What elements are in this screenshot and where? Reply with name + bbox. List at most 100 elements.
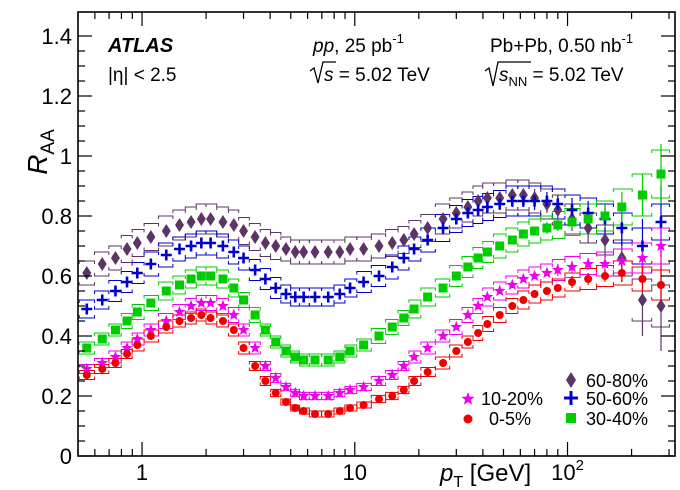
data-point xyxy=(582,257,595,270)
syst-bracket xyxy=(131,304,145,320)
syst-bracket xyxy=(238,341,250,355)
data-point xyxy=(132,307,142,317)
syst-bracket xyxy=(172,275,186,295)
data-point xyxy=(463,200,473,214)
data-point xyxy=(289,386,302,399)
syst-bracket xyxy=(120,313,133,329)
syst-bracket xyxy=(195,308,207,322)
data-point xyxy=(291,404,300,412)
data-point xyxy=(82,371,91,379)
data-point xyxy=(131,267,143,279)
data-point xyxy=(463,338,472,346)
data-point xyxy=(439,359,448,367)
data-point xyxy=(322,389,335,402)
data-point xyxy=(422,234,434,246)
syst-bracket xyxy=(461,307,474,323)
syst-bracket xyxy=(434,356,451,370)
syst-bracket xyxy=(333,239,346,265)
syst-bracket xyxy=(259,376,272,386)
data-point xyxy=(472,299,485,312)
data-point xyxy=(144,323,157,336)
syst-bracket xyxy=(449,205,463,233)
data-point xyxy=(111,359,120,367)
data-point xyxy=(110,251,120,265)
data-point xyxy=(530,226,540,236)
legend-marker-diamond xyxy=(566,372,576,388)
data-point xyxy=(186,215,196,229)
svg-text:s = 5.02 TeV: s = 5.02 TeV xyxy=(324,65,430,86)
data-point xyxy=(218,215,228,229)
syst-bracket xyxy=(143,251,160,277)
data-point xyxy=(617,269,626,277)
data-point xyxy=(298,291,310,303)
data-point xyxy=(185,240,197,252)
data-point xyxy=(357,380,370,393)
syst-bracket xyxy=(472,247,484,269)
data-point xyxy=(269,371,282,384)
data-point xyxy=(409,227,419,241)
data-point xyxy=(259,359,272,372)
data-point xyxy=(359,401,368,409)
data-point xyxy=(249,264,261,276)
data-point xyxy=(519,296,528,304)
data-point xyxy=(299,407,308,415)
data-point xyxy=(217,299,229,312)
syst-bracket xyxy=(172,314,186,328)
data-point xyxy=(506,278,519,291)
data-point xyxy=(173,305,186,318)
legend-marker-cross xyxy=(564,391,578,405)
data-point xyxy=(386,368,399,381)
data-point xyxy=(249,341,262,354)
data-point xyxy=(463,262,473,272)
data-point xyxy=(174,243,186,255)
data-point xyxy=(388,392,397,400)
data-point xyxy=(656,299,666,313)
data-point xyxy=(185,299,197,312)
data-point xyxy=(553,220,563,230)
data-point xyxy=(397,359,410,372)
syst-bracket xyxy=(482,241,495,263)
syst-bracket xyxy=(472,325,484,341)
syst-bracket xyxy=(528,218,542,244)
syst-bracket xyxy=(280,284,292,304)
syst-bracket xyxy=(472,298,484,314)
data-point xyxy=(344,383,356,396)
data-point xyxy=(600,233,610,247)
data-point xyxy=(437,329,449,342)
syst-bracket xyxy=(184,233,197,259)
svg-text:sNN = 5.02 TeV: sNN = 5.02 TeV xyxy=(499,65,624,89)
data-point xyxy=(438,212,448,226)
data-point xyxy=(281,346,291,356)
syst-bracket xyxy=(94,290,110,310)
data-point xyxy=(250,230,260,244)
legend-item-0-5: 0-5% xyxy=(463,409,531,429)
data-point xyxy=(280,288,292,300)
data-point xyxy=(655,239,667,252)
syst-bracket xyxy=(528,284,542,304)
x-tick-label: 102 xyxy=(551,457,584,485)
data-point xyxy=(423,221,433,235)
data-point xyxy=(145,258,157,270)
data-point xyxy=(542,223,552,233)
data-point xyxy=(568,278,577,286)
data-point xyxy=(410,377,419,385)
data-point xyxy=(584,275,593,283)
syst-bracket xyxy=(227,239,240,265)
data-point xyxy=(309,291,321,303)
syst-bracket xyxy=(385,319,399,335)
syst-bracket xyxy=(461,199,474,227)
data-point xyxy=(239,224,249,238)
data-point xyxy=(161,286,171,296)
syst-bracket xyxy=(505,298,519,314)
data-point xyxy=(408,243,420,255)
data-point xyxy=(334,288,346,300)
data-point xyxy=(399,233,409,247)
data-point xyxy=(217,240,229,252)
data-point xyxy=(494,198,506,210)
x-tick-label: 10 xyxy=(343,460,367,485)
syst-bracket xyxy=(216,233,229,259)
data-point xyxy=(495,311,504,319)
data-point xyxy=(204,296,217,309)
syst-bracket xyxy=(321,287,335,307)
